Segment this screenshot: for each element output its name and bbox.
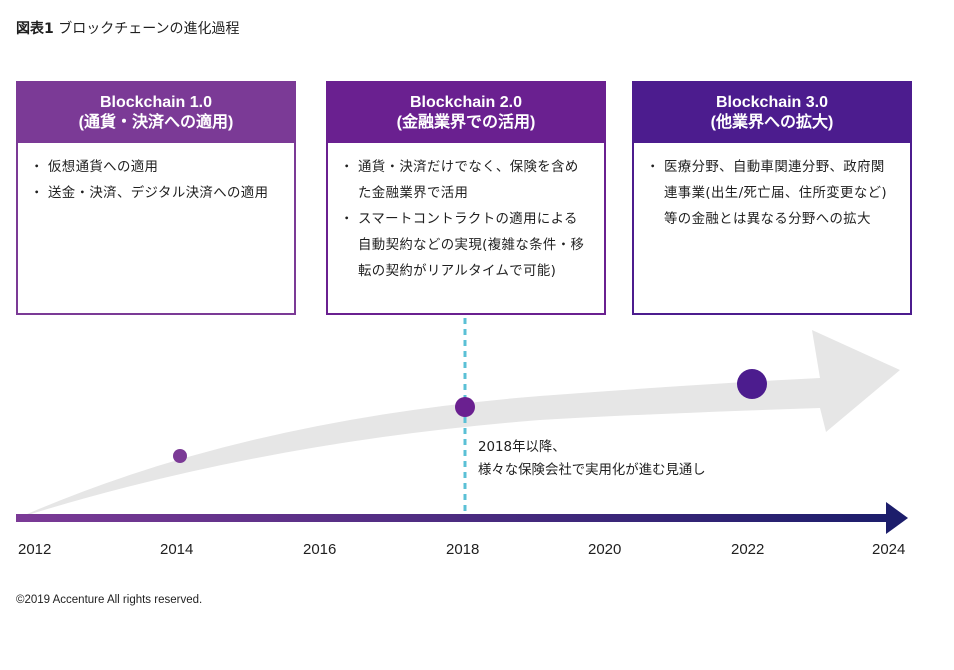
blockchain-3-box: Blockchain 3.0 (他業界への拡大) 医療分野、自動車関連分野、政府… xyxy=(632,81,912,315)
blockchain-2-list: 通貨・決済だけでなく、保険を含めた金融業界で活用 スマートコントラクトの適用によ… xyxy=(328,143,604,285)
year-label-2020: 2020 xyxy=(588,541,622,558)
blockchain-3-subtitle: (他業界への拡大) xyxy=(710,114,834,131)
year-label-2012: 2012 xyxy=(18,541,52,558)
list-item: スマートコントラクトの適用による自動契約などの実現(複雑な条件・移転の契約がリア… xyxy=(340,207,590,285)
milestone-dot-2018 xyxy=(455,397,475,417)
timeline-arrowhead xyxy=(886,502,908,534)
blockchain-1-list: 仮想通貨への適用 送金・決済、デジタル決済への適用 xyxy=(18,143,294,207)
blockchain-1-subtitle: (通貨・決済への適用) xyxy=(78,114,234,131)
blockchain-2-title: Blockchain 2.0 xyxy=(409,94,523,111)
blockchain-1-header: Blockchain 1.0 (通貨・決済への適用) xyxy=(18,83,294,143)
copyright-notice: ©2019 Accenture All rights reserved. xyxy=(16,594,203,606)
blockchain-3-header: Blockchain 3.0 (他業界への拡大) xyxy=(634,83,910,143)
blockchain-3-list: 医療分野、自動車関連分野、政府関連事業(出生/死亡届、住所変更など)等の金融とは… xyxy=(634,143,910,233)
blockchain-2-box: Blockchain 2.0 (金融業界での活用) 通貨・決済だけでなく、保険を… xyxy=(326,81,606,315)
list-item: 送金・決済、デジタル決済への適用 xyxy=(30,181,280,207)
blockchain-1-title: Blockchain 1.0 xyxy=(99,94,213,111)
year-label-2016: 2016 xyxy=(303,541,337,558)
annotation-2018: 2018年以降、 様々な保険会社で実用化が進む見通し xyxy=(478,436,706,482)
year-label-2018: 2018 xyxy=(446,541,480,558)
annotation-line-2: 様々な保険会社で実用化が進む見通し xyxy=(478,463,706,478)
figure-title: 図表1 ブロックチェーンの進化過程 xyxy=(16,18,240,38)
growth-arrow xyxy=(18,330,900,518)
milestone-dot-2022 xyxy=(737,369,767,399)
figure-title-text: ブロックチェーンの進化過程 xyxy=(58,21,240,37)
timeline-axis xyxy=(16,514,892,522)
year-label-2024: 2024 xyxy=(872,541,906,558)
blockchain-1-box: Blockchain 1.0 (通貨・決済への適用) 仮想通貨への適用 送金・決… xyxy=(16,81,296,315)
year-label-2014: 2014 xyxy=(160,541,194,558)
year-label-2022: 2022 xyxy=(731,541,765,558)
figure-label: 図表1 xyxy=(16,21,54,37)
list-item: 医療分野、自動車関連分野、政府関連事業(出生/死亡届、住所変更など)等の金融とは… xyxy=(646,155,896,233)
annotation-line-1: 2018年以降、 xyxy=(478,440,566,455)
list-item: 仮想通貨への適用 xyxy=(30,155,280,181)
blockchain-3-title: Blockchain 3.0 xyxy=(715,94,829,111)
milestone-dot-2014 xyxy=(173,449,187,463)
list-item: 通貨・決済だけでなく、保険を含めた金融業界で活用 xyxy=(340,155,590,207)
blockchain-2-header: Blockchain 2.0 (金融業界での活用) xyxy=(328,83,604,143)
blockchain-2-subtitle: (金融業界での活用) xyxy=(396,114,536,131)
